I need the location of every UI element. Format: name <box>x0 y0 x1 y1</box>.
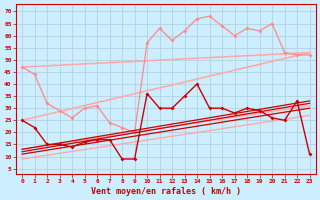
X-axis label: Vent moyen/en rafales ( km/h ): Vent moyen/en rafales ( km/h ) <box>91 187 241 196</box>
